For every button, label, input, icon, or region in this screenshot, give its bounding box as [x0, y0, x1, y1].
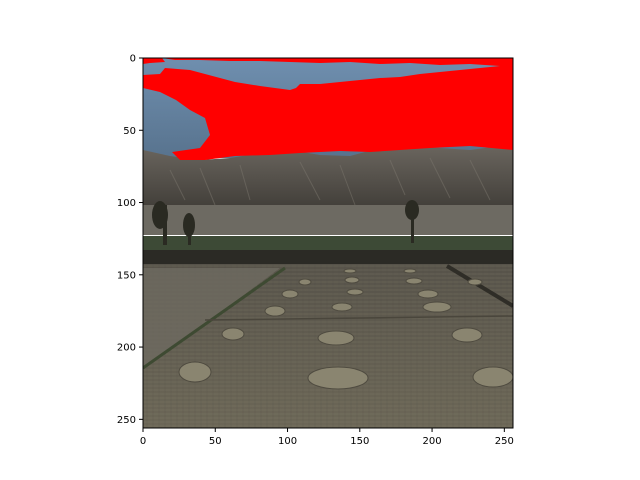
x-axis: 0 50 100 150 200 250: [140, 428, 514, 447]
hill-ridges: [169, 157, 491, 206]
hills-region: [143, 146, 513, 212]
sky-mask-left: [143, 58, 165, 64]
x-tick-label: 0: [140, 436, 146, 447]
y-tick-label: 150: [117, 270, 136, 281]
y-tick-label: 100: [117, 198, 136, 209]
x-tick-label: 200: [423, 436, 442, 447]
image-panel: [143, 58, 513, 428]
sky-mask: [143, 58, 513, 160]
y-tick-label: 200: [117, 343, 136, 354]
green-strip: [143, 236, 513, 250]
axes-frame: [142, 57, 514, 429]
field-divider: [204, 315, 513, 321]
y-axis: 0 50 100 150 200 250: [117, 54, 143, 426]
y-tick-label: 0: [130, 54, 136, 65]
x-tick-label: 250: [495, 436, 514, 447]
terrace-edge-left: [143, 266, 286, 370]
x-tick-label: 50: [209, 436, 222, 447]
terrace-edge-right: [445, 264, 513, 308]
trees: [152, 200, 419, 245]
y-tick-label: 50: [123, 126, 136, 137]
x-tick-label: 150: [350, 436, 369, 447]
y-tick-label: 250: [117, 415, 136, 426]
x-tick-label: 100: [278, 436, 297, 447]
valley-band: [143, 205, 513, 235]
hay-piles: [178, 268, 513, 390]
hedge-row: [143, 250, 513, 266]
